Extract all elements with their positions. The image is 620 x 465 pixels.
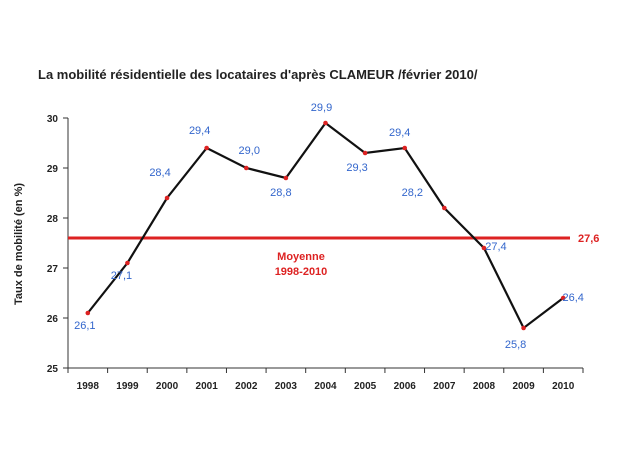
y-axis-label: Taux de mobilité (en %) (13, 183, 25, 305)
data-point (85, 310, 91, 316)
average-label-line2: 1998-2010 (275, 266, 328, 278)
data-label: 26,4 (562, 292, 583, 304)
y-tick-label: 27 (47, 264, 59, 275)
y-tick-label: 25 (47, 364, 59, 375)
x-tick-label: 2001 (196, 381, 219, 392)
chart-title: La mobilité résidentielle des locataires… (38, 67, 478, 82)
data-label: 29,9 (311, 102, 332, 114)
data-point (481, 245, 487, 251)
data-label: 25,8 (505, 339, 526, 351)
average-group: 27,6 Moyenne 1998-2010 (68, 233, 599, 278)
data-label: 28,2 (402, 187, 423, 199)
data-label: 29,4 (389, 127, 410, 139)
x-tick-label: 2006 (394, 381, 417, 392)
data-point (362, 150, 368, 156)
data-point (243, 165, 249, 171)
data-label: 27,4 (485, 241, 506, 253)
x-tick-label: 2004 (314, 381, 337, 392)
data-point (521, 325, 526, 331)
data-label: 29,3 (346, 162, 367, 174)
data-labels: 26,1 27,1 28,4 29,4 29,0 28,8 29,9 29,3 29,4 28,2… (74, 102, 584, 351)
data-point (125, 260, 130, 266)
y-tick-label: 30 (47, 114, 59, 125)
data-label: 26,1 (74, 320, 95, 332)
x-tick-label: 1999 (116, 381, 139, 392)
data-label: 28,4 (149, 167, 170, 179)
x-tick-label: 2008 (473, 381, 496, 392)
data-label: 29,4 (189, 125, 210, 137)
x-tick-label: 2010 (552, 381, 575, 392)
tick-labels: 25 26 27 28 29 30 1998 1999 2000 2001 2002 2003 2004… (47, 114, 575, 392)
data-point (283, 175, 289, 181)
data-point (164, 195, 170, 201)
y-tick-label: 29 (47, 164, 59, 175)
x-tick-label: 2005 (354, 381, 377, 392)
series-group (85, 120, 566, 331)
axes (63, 117, 584, 373)
data-point (204, 145, 209, 151)
average-value-label: 27,6 (578, 233, 599, 245)
series-line (86, 121, 564, 330)
y-tick-label: 26 (47, 314, 59, 325)
x-tick-label: 2007 (433, 381, 456, 392)
average-label-line1: Moyenne (277, 251, 325, 263)
data-label: 28,8 (270, 187, 291, 199)
data-point (402, 145, 408, 151)
x-tick-label: 2003 (275, 381, 298, 392)
data-label: 27,1 (111, 270, 132, 282)
data-point (323, 120, 328, 126)
x-tick-label: 1998 (77, 381, 100, 392)
data-label: 29,0 (239, 145, 260, 157)
x-tick-label: 2009 (512, 381, 535, 392)
y-tick-label: 28 (47, 214, 59, 225)
data-point (560, 295, 566, 301)
data-point (442, 205, 447, 211)
x-tick-label: 2000 (156, 381, 179, 392)
x-tick-label: 2002 (235, 381, 258, 392)
